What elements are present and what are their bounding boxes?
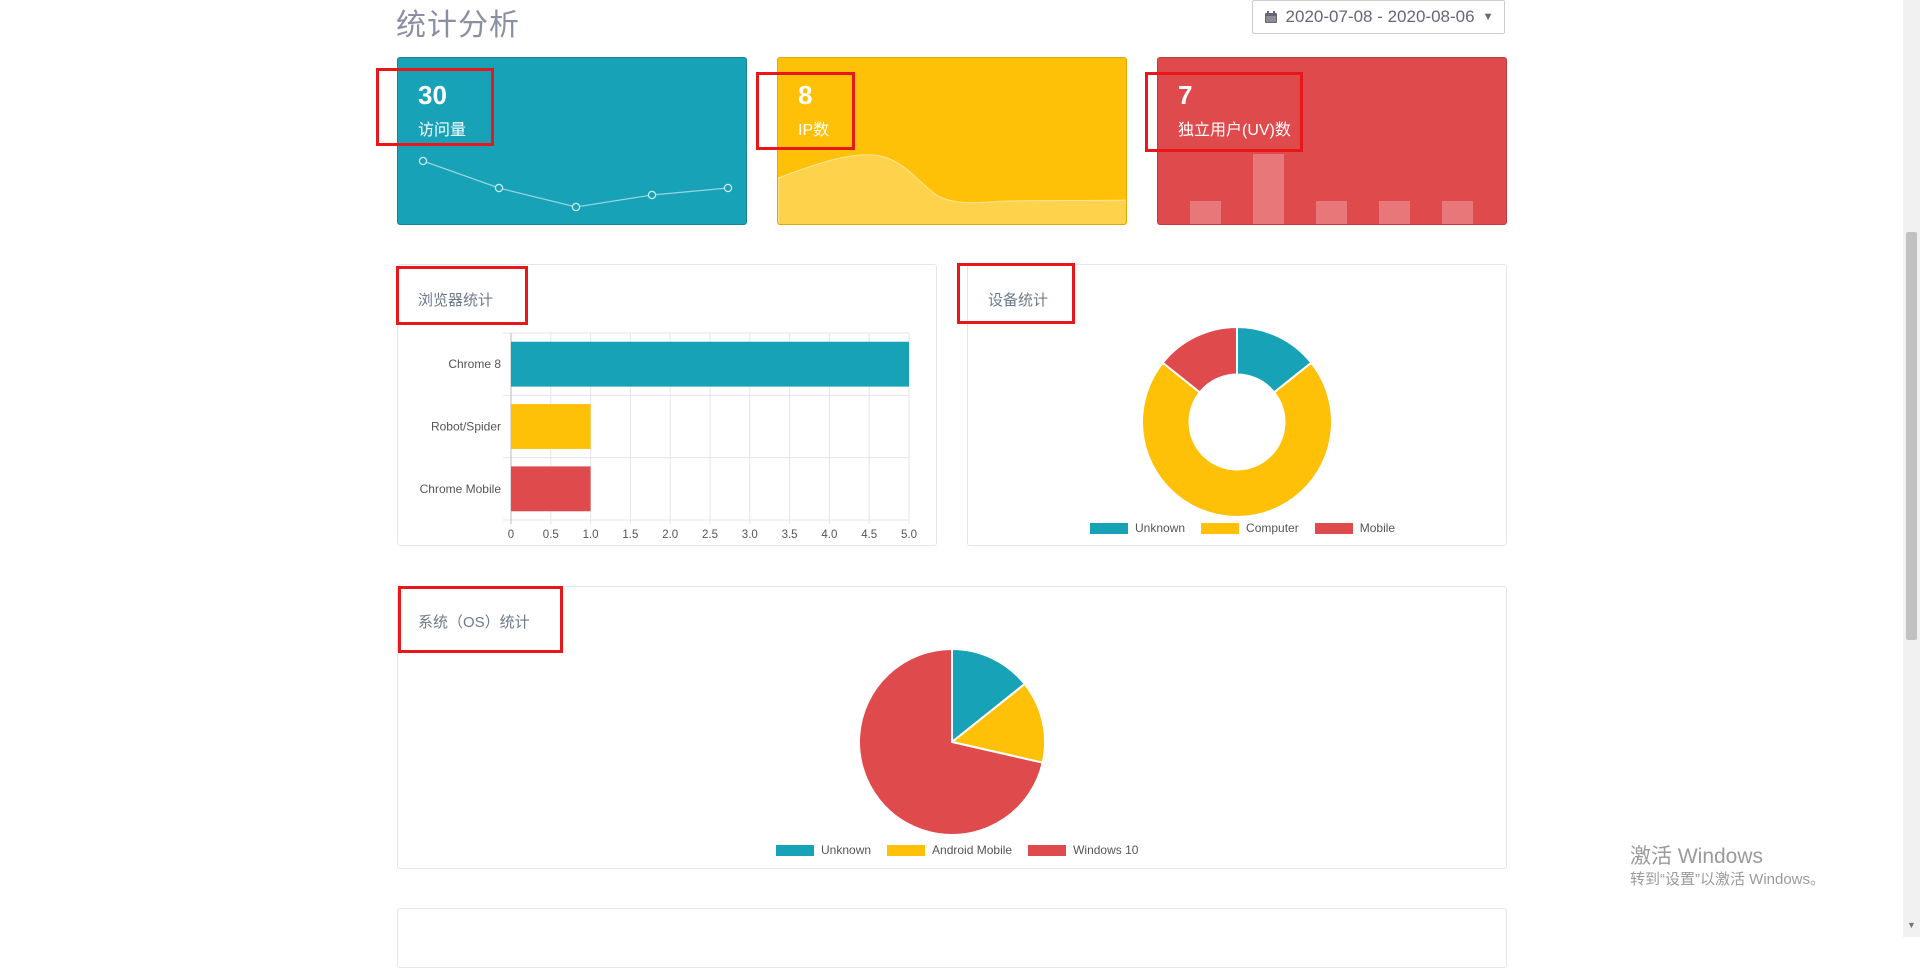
- visits-point: [647, 190, 657, 200]
- next-panel: [397, 908, 1507, 968]
- x-tick-label: 4.5: [861, 529, 877, 541]
- page: 统计分析 2020-07-08 - 2020-08-06 ▼ 30 访问量: [376, 0, 1920, 968]
- x-tick-label: 0.5: [543, 529, 559, 541]
- uv-bar: [1379, 201, 1410, 224]
- stat-card-visits: 30 访问量: [397, 57, 747, 225]
- visits-point: [494, 183, 504, 193]
- annotation-box: [957, 263, 1075, 324]
- x-tick-label: 3.0: [742, 529, 758, 541]
- ip-area: [778, 154, 1126, 224]
- y-tick-label: Robot/Spider: [431, 420, 501, 434]
- windows-activation-title: 激活 Windows: [1630, 845, 1764, 868]
- visits-point: [418, 156, 428, 166]
- legend-item[interactable]: Computer: [1201, 521, 1299, 535]
- windows-activation-hint: 转到“设置”以激活 Windows。: [1630, 871, 1826, 888]
- x-tick-label: 1.0: [583, 529, 599, 541]
- ip-value: 8: [798, 80, 813, 110]
- ip-area-chart: [778, 154, 1126, 224]
- pie-slice: [949, 682, 1046, 764]
- legend-swatch: [1028, 844, 1067, 856]
- visits-line: [422, 160, 729, 208]
- annotation-box: [398, 586, 563, 653]
- legend-label: Mobile: [1359, 521, 1396, 535]
- x-tick-label: 2.0: [662, 529, 678, 541]
- legend-swatch: [776, 844, 814, 856]
- pie-slice: [951, 647, 1027, 745]
- legend-label: Unknown: [821, 843, 872, 857]
- legend-label: Computer: [1246, 521, 1299, 535]
- uv-bar: [1316, 201, 1347, 224]
- annotation-box: [396, 266, 528, 325]
- legend-swatch: [1090, 522, 1128, 534]
- visits-point: [723, 183, 733, 193]
- legend-item[interactable]: Android Mobile: [887, 843, 1012, 857]
- legend-swatch: [1201, 522, 1240, 534]
- date-range-picker[interactable]: 2020-07-08 - 2020-08-06 ▼: [1252, 0, 1505, 34]
- os-legend: Unknown Android Mobile Windows 10: [776, 843, 1138, 857]
- browser-bar: [511, 466, 591, 512]
- annotation-box: [1145, 72, 1303, 152]
- legend-label: Android Mobile: [932, 843, 1013, 857]
- scroll-down-arrow-icon[interactable]: ▼: [1907, 920, 1916, 930]
- pie-slice: [858, 647, 1044, 836]
- legend-label: Windows 10: [1073, 843, 1139, 857]
- annotation-box: [376, 68, 494, 146]
- legend-item[interactable]: Unknown: [1090, 521, 1185, 535]
- visits-point: [571, 202, 581, 212]
- y-tick-label: Chrome Mobile: [420, 482, 502, 496]
- x-tick-label: 0: [508, 529, 514, 541]
- annotation-box: [756, 72, 855, 150]
- uv-bar: [1442, 201, 1473, 224]
- legend-label: Unknown: [1135, 521, 1186, 535]
- chevron-down-icon: ▼: [1482, 11, 1494, 23]
- uv-value: 7: [1178, 80, 1193, 110]
- pie-slice: [1141, 361, 1333, 518]
- browser-bar: [511, 404, 591, 449]
- x-tick-label: 4.0: [821, 529, 837, 541]
- uv-bar: [1253, 154, 1284, 224]
- device-donut-chart: [1141, 325, 1333, 518]
- uv-bar-chart: [1190, 154, 1473, 224]
- x-tick-label: 5.0: [901, 529, 917, 541]
- uv-bar: [1190, 201, 1221, 224]
- legend-swatch: [887, 844, 926, 856]
- os-pie-chart: [858, 647, 1046, 836]
- x-tick-label: 3.5: [782, 529, 798, 541]
- visits-label: 访问量: [418, 122, 467, 139]
- visits-sparkline: [418, 156, 733, 212]
- legend-item[interactable]: Mobile: [1314, 521, 1396, 535]
- calendar-icon: [1264, 10, 1278, 24]
- pie-slice: [1161, 325, 1238, 394]
- browser-stats-panel: [397, 264, 937, 546]
- scrollbar-thumb[interactable]: [1906, 232, 1917, 640]
- ip-label: IP数: [798, 122, 830, 139]
- stat-card-uv: 7 独立用户(UV)数: [1157, 57, 1507, 225]
- x-tick-label: 2.5: [702, 529, 718, 541]
- visits-value: 30: [418, 80, 447, 110]
- device-stats-title: 设备统计: [988, 292, 1049, 309]
- legend-item[interactable]: Unknown: [776, 843, 871, 857]
- uv-label: 独立用户(UV)数: [1178, 122, 1291, 139]
- legend-swatch: [1314, 522, 1353, 534]
- stat-card-ip: 8 IP数: [777, 57, 1127, 225]
- page-title: 统计分析: [396, 9, 520, 42]
- y-tick-label: Chrome 8: [448, 357, 501, 371]
- device-legend: Unknown Computer Mobile: [1090, 521, 1395, 535]
- browser-bar-chart: 0 0.5 1.0 1.5 2.0 2.5 3.0 3.5 4.0 4.5 5.0 Chrome 8 R…: [420, 332, 917, 541]
- x-tick-label: 1.5: [622, 529, 638, 541]
- browser-bar: [511, 341, 909, 387]
- legend-item[interactable]: Windows 10: [1028, 843, 1138, 857]
- os-stats-title: 系统（OS）统计: [418, 614, 530, 631]
- date-range-text: 2020-07-08 - 2020-08-06: [1285, 7, 1475, 26]
- browser-stats-title: 浏览器统计: [418, 292, 494, 309]
